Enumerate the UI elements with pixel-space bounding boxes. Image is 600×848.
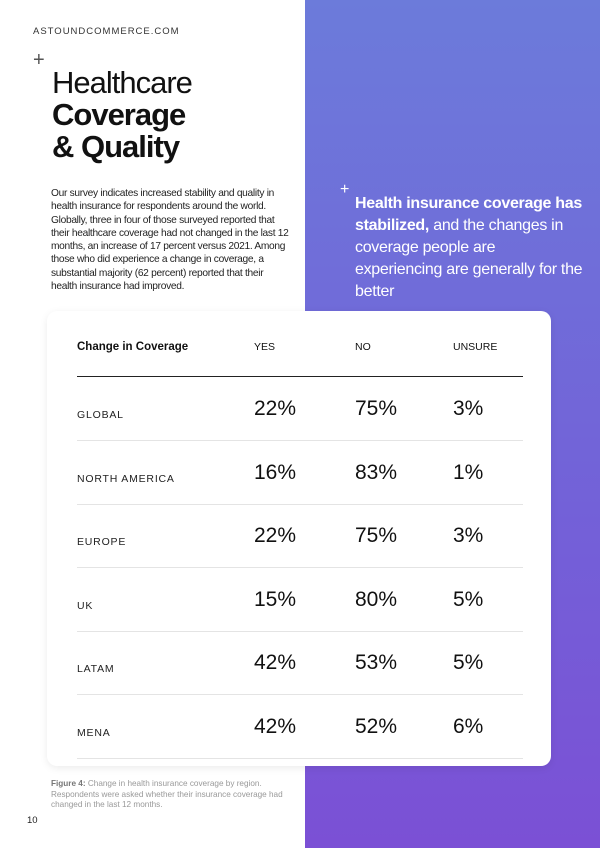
table-row: GLOBAL 22% 75% 3% [77,378,523,441]
unsure-cell: 5% [453,651,484,674]
no-cell: 75% [355,524,398,547]
unsure-cell: 3% [453,397,484,420]
no-cell: 75% [355,397,398,420]
no-cell: 52% [355,714,398,738]
no-cell: 83% [355,460,398,484]
region-cell: UK [77,599,94,612]
yes-cell: 15% [254,587,297,611]
no-cell: 80% [355,587,398,611]
yes-cell: 42% [254,714,297,738]
table-row: MENA 42% 52% 6% [77,696,523,759]
page-title: Healthcare Coverage & Quality [52,65,193,164]
plus-icon: + [340,181,350,198]
yes-cell: 42% [254,651,297,674]
unsure-cell: 1% [453,460,484,484]
region-cell: EUROPE [77,536,127,548]
plus-icon: + [33,49,45,71]
no-cell: 53% [355,651,398,674]
table-header: Change in Coverage YES NO UNSURE [77,341,523,377]
yes-cell: 22% [254,524,297,547]
unsure-cell: 3% [453,524,484,547]
table-row: NORTH AMERICA 16% 83% 1% [77,442,523,505]
site-url: ASTOUNDCOMMERCE.COM [33,26,180,37]
region-cell: NORTH AMERICA [77,472,175,485]
figure-caption: Figure 4: Change in health insurance cov… [51,779,283,809]
yes-cell: 16% [254,460,297,484]
yes-cell: 22% [254,397,297,420]
table-row: EUROPE 22% 75% 3% [77,505,523,568]
unsure-cell: 5% [453,587,484,611]
unsure-cell: 6% [453,714,484,738]
region-cell: GLOBAL [77,409,124,421]
region-cell: MENA [77,726,111,739]
intro-paragraph: Our survey indicates increased stability… [51,188,289,293]
pull-quote: Health insurance coverage has stabilized… [355,195,583,300]
coverage-table: Change in Coverage YES NO UNSURE GLOBAL … [47,311,551,766]
page-number: 10 [27,815,38,826]
table-row: UK 15% 80% 5% [77,569,523,632]
region-cell: LATAM [77,663,115,675]
table-row: LATAM 42% 53% 5% [77,632,523,695]
